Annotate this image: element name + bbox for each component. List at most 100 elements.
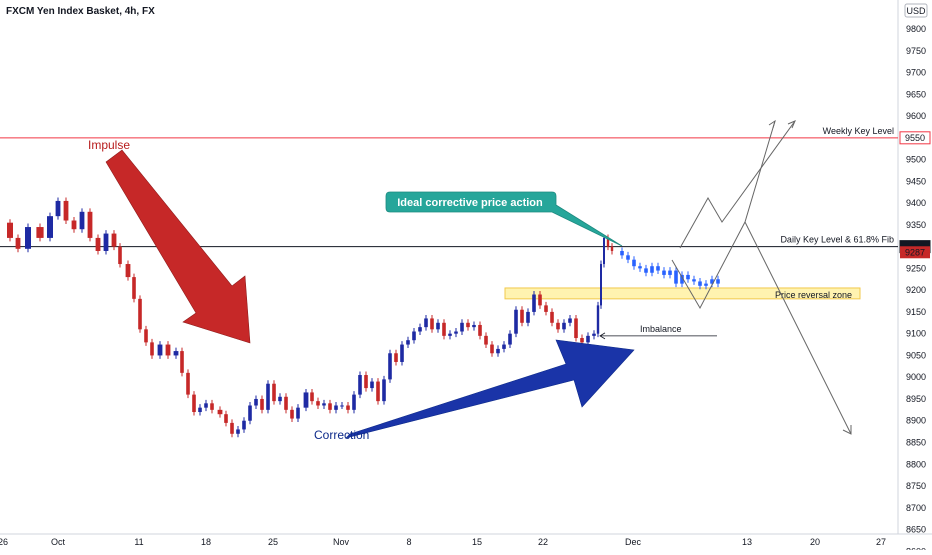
projected-candle (704, 283, 708, 286)
candle (278, 396, 282, 402)
candle (596, 305, 600, 334)
candle (490, 344, 494, 354)
candle (606, 237, 610, 247)
candle (55, 200, 61, 217)
projected-candle (656, 266, 660, 271)
price-tick-label: 9000 (906, 372, 926, 382)
price-tick-label: 8650 (906, 525, 926, 535)
candle (502, 344, 506, 349)
candle (466, 322, 470, 328)
candle (272, 383, 276, 402)
price-tick-label: 9350 (906, 220, 926, 230)
candle (580, 338, 584, 343)
time-tick-label: 27 (876, 537, 886, 547)
price-tick-label: 9400 (906, 198, 926, 208)
bull-b-arrow-head (787, 120, 796, 129)
candle (412, 331, 416, 341)
candle (254, 398, 258, 406)
candle (47, 216, 53, 238)
projection-path-bull-b (679, 120, 796, 249)
time-tick-label: 18 (201, 537, 211, 547)
callout-text: Ideal corrective price action (397, 197, 543, 209)
candle (224, 414, 228, 423)
imbalance-label: Imbalance (640, 324, 682, 334)
candle (118, 246, 122, 265)
candle (266, 383, 270, 410)
candle (173, 351, 179, 356)
time-tick-label: 25 (268, 537, 278, 547)
projected-candle (632, 259, 636, 267)
price-tick-label: 9600 (906, 111, 926, 121)
candle (556, 322, 560, 330)
candle (248, 405, 252, 421)
price-tick-label: 9700 (906, 68, 926, 78)
candle (132, 277, 136, 299)
candle (198, 407, 202, 413)
time-tick-label: Oct (51, 537, 66, 547)
projected-candle (626, 255, 630, 260)
time-tick-label: 11 (134, 537, 143, 547)
callout-bubble (385, 191, 623, 247)
candle (460, 322, 464, 332)
candle (418, 327, 422, 332)
price-tick-label: 9100 (906, 329, 926, 339)
candle (150, 342, 154, 356)
candle (406, 340, 410, 345)
candle (568, 318, 572, 323)
correction-label: Correction (314, 428, 369, 442)
candle (346, 405, 350, 410)
candle (316, 401, 320, 406)
impulse-label: Impulse (88, 138, 130, 152)
projected-candle (668, 270, 672, 275)
price-tick-label: 9250 (906, 263, 926, 273)
projection-path-bear (744, 221, 852, 435)
candle (538, 294, 542, 306)
candle (603, 237, 605, 265)
candle (586, 335, 590, 343)
candle (310, 392, 314, 402)
time-tick-label: 22 (538, 537, 548, 547)
candle (15, 237, 21, 249)
projected-candle (692, 279, 696, 282)
price-tick-label: 8600 (906, 546, 926, 550)
projected-candle (620, 250, 624, 256)
candle (436, 322, 440, 330)
weekly-level-badge (899, 131, 931, 145)
time-axis[interactable]: 26 Oct 11 18 25 Nov 8 15 22 Dec 13 20 27 (0, 537, 886, 547)
candle (544, 305, 548, 312)
projected-candle (674, 270, 678, 284)
candle (424, 318, 428, 328)
projected-candle (638, 266, 642, 269)
candle (592, 333, 596, 336)
price-tick-label: 8700 (906, 503, 926, 513)
candle (496, 348, 500, 354)
current-price-badge (900, 246, 930, 259)
candle (290, 409, 294, 419)
candle (334, 405, 338, 410)
candle (472, 324, 476, 328)
price-reversal-zone: Price reversal zone (504, 287, 861, 300)
price-tick-label: 9200 (906, 285, 926, 295)
projected-candle (716, 279, 720, 284)
current-price-value: 9287 (905, 247, 925, 257)
candle (7, 222, 13, 238)
candle (340, 405, 344, 407)
candle (186, 372, 190, 395)
candle (478, 324, 482, 336)
candle (260, 398, 264, 410)
currency-badge[interactable]: USD (904, 3, 928, 18)
candle (236, 429, 240, 434)
bull-a-arrow-head (768, 119, 776, 129)
price-tick-label: 9500 (906, 155, 926, 165)
projection-paths (671, 119, 852, 435)
candle (454, 331, 458, 334)
candle (370, 381, 374, 389)
projected-candle (698, 281, 702, 286)
time-tick-label: Nov (333, 537, 350, 547)
candle (328, 403, 332, 410)
projection-path-bull-a (671, 120, 776, 310)
price-tick-label: 9750 (906, 46, 926, 56)
